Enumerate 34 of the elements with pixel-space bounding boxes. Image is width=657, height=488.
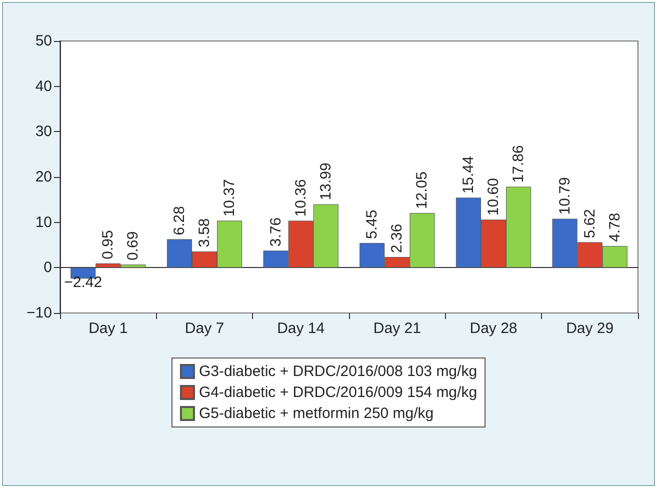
text: −2.42 <box>64 274 102 292</box>
text: 12.05 <box>414 171 431 210</box>
legend-label: G5-diabetic + metformin 250 mg/kg <box>198 405 434 422</box>
y-tick-label: 10 <box>35 214 52 231</box>
text: 0.69 <box>124 231 142 261</box>
y-tick-label: 40 <box>35 78 52 95</box>
x-tick-label: Day 21 <box>373 320 421 337</box>
text: 5.62 <box>581 208 598 238</box>
text: 5.45 <box>364 210 381 239</box>
text: 10.79 <box>556 177 574 215</box>
y-tick-label: −10 <box>26 304 52 322</box>
x-tick-label: Day 14 <box>277 320 325 337</box>
text: 6.28 <box>170 206 188 236</box>
y-tick-label: 0 <box>44 259 52 276</box>
legend-label: G3-diabetic + DRDC/2016/008 103 mg/kg <box>198 363 478 380</box>
x-tick-label: Day 28 <box>470 320 518 337</box>
text: 15.44 <box>460 156 477 194</box>
text: 3.76 <box>267 217 284 247</box>
text: 10.37 <box>221 179 238 217</box>
x-tick-label: Day 7 <box>184 320 224 337</box>
text: 10.36 <box>292 179 310 217</box>
legend-label: G4-diabetic + DRDC/2016/009 154 mg/kg <box>198 384 478 401</box>
text: 13.99 <box>317 162 334 200</box>
x-tick-label: Day 1 <box>88 320 128 337</box>
text: 3.58 <box>196 218 213 248</box>
y-tick-label: 50 <box>35 32 52 50</box>
text: 4.78 <box>606 212 624 242</box>
text: 0.95 <box>100 230 117 260</box>
text: 17.86 <box>510 145 528 183</box>
y-tick-label: 30 <box>35 123 52 140</box>
y-tick-label: 20 <box>35 168 52 186</box>
x-tick-label: Day 29 <box>566 320 614 337</box>
text: 2.36 <box>388 224 406 253</box>
text: 10.60 <box>485 178 502 216</box>
